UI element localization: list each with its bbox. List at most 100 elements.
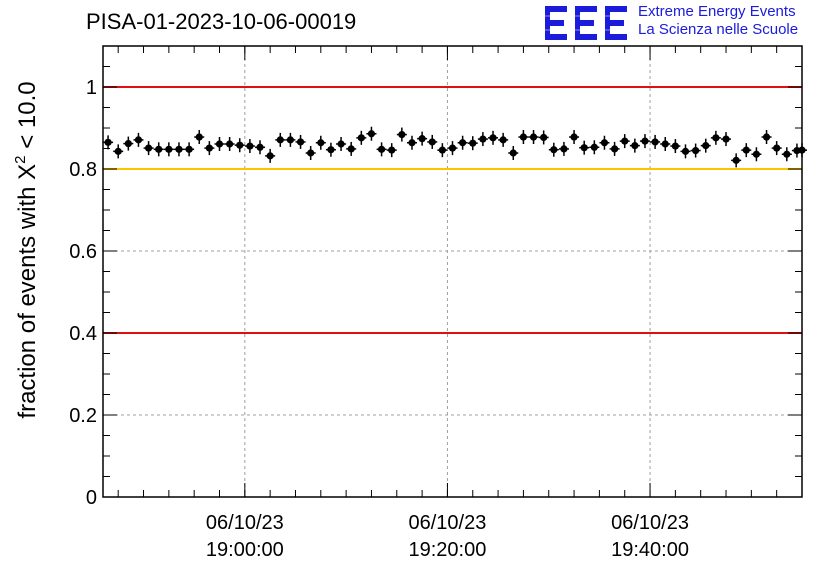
y-tick-labels: 0 0.2 0.4 0.6 0.8 1 [69,77,97,509]
grid [103,46,802,497]
data-point [153,142,164,157]
data-point [569,130,580,145]
axes-frame [102,45,803,498]
data-marker [783,150,791,158]
data-marker [540,133,548,142]
eee-logo [542,6,634,40]
data-marker [337,140,345,148]
data-point [204,141,215,156]
data-marker [550,146,558,154]
x-tick-label-date: 06/10/23 [611,512,689,534]
data-point [721,132,732,147]
data-point [589,140,600,155]
data-point [599,135,610,150]
data-marker [155,145,163,153]
x-tick-label-date: 06/10/23 [409,512,487,534]
data-marker [256,143,264,151]
data-point [123,136,134,151]
data-point [173,142,184,157]
y-axis-title-tail: < 10.0 [14,81,41,155]
y-tick-label: 0.6 [69,241,97,263]
data-marker [798,146,806,154]
data-point [346,141,357,156]
data-marker [621,137,629,145]
data-point [797,143,807,158]
data-point [467,136,478,151]
data-point [508,146,519,161]
data-point [498,132,509,147]
data-marker [388,146,396,154]
data-marker [732,156,740,164]
data-marker [519,133,528,141]
data-marker [418,135,426,143]
data-point [751,147,762,162]
data-marker [600,139,609,147]
data-point [163,142,174,157]
y-axis-title-main: fraction of events with X [14,164,41,419]
data-marker [408,139,416,147]
x-tick-label-time: 19:40:00 [611,539,689,561]
data-point [639,134,650,149]
data-point [437,143,448,158]
data-point [366,126,377,141]
data-point [244,139,255,154]
data-marker [144,144,153,152]
data-marker [681,147,690,155]
data-marker [529,133,538,141]
data-marker [357,134,365,142]
data-point [255,140,266,155]
data-point [771,141,782,156]
data-marker [104,138,112,146]
y-tick-label: 1 [86,77,97,99]
data-point [113,144,124,159]
data-point [538,130,549,145]
data-marker [205,144,213,152]
data-point [477,132,488,147]
data-point [295,134,306,149]
data-marker [712,134,720,142]
data-marker [367,130,376,138]
data-marker [479,135,487,143]
data-marker [661,140,669,148]
data-marker [236,141,244,149]
data-marker [590,143,598,151]
data-point [579,140,590,155]
data-marker [459,139,467,147]
data-point [103,135,114,150]
data-point [133,132,144,147]
data-point [650,134,661,149]
data-point [731,153,742,168]
data-point [184,142,195,157]
data-point [336,136,347,151]
data-point [143,141,154,156]
data-point [660,136,671,151]
data-points [103,126,807,168]
data-marker [266,152,274,160]
data-point [619,134,630,149]
eee-line-2: La Scienza nelle Scuole [638,21,799,38]
x-tick-label-time: 19:20:00 [409,539,487,561]
plot-frame [102,45,803,498]
data-marker [276,136,284,144]
data-marker [469,139,477,147]
data-marker [327,146,335,154]
data-point [518,130,529,145]
data-point [194,130,205,145]
eee-logo-text: Extreme Energy Events La Scienza nelle S… [638,3,798,39]
data-point [488,130,499,145]
data-point [396,127,407,142]
data-marker [296,138,305,146]
data-point [427,134,438,149]
data-marker [286,136,295,144]
y-tick-label: 0 [86,487,97,509]
data-point [680,144,691,159]
data-marker [448,144,457,152]
data-point [457,135,468,150]
data-marker [317,139,325,147]
data-point [356,130,367,145]
data-marker [631,142,639,150]
data-point [214,136,225,151]
data-marker [124,139,132,148]
data-marker [307,149,315,157]
